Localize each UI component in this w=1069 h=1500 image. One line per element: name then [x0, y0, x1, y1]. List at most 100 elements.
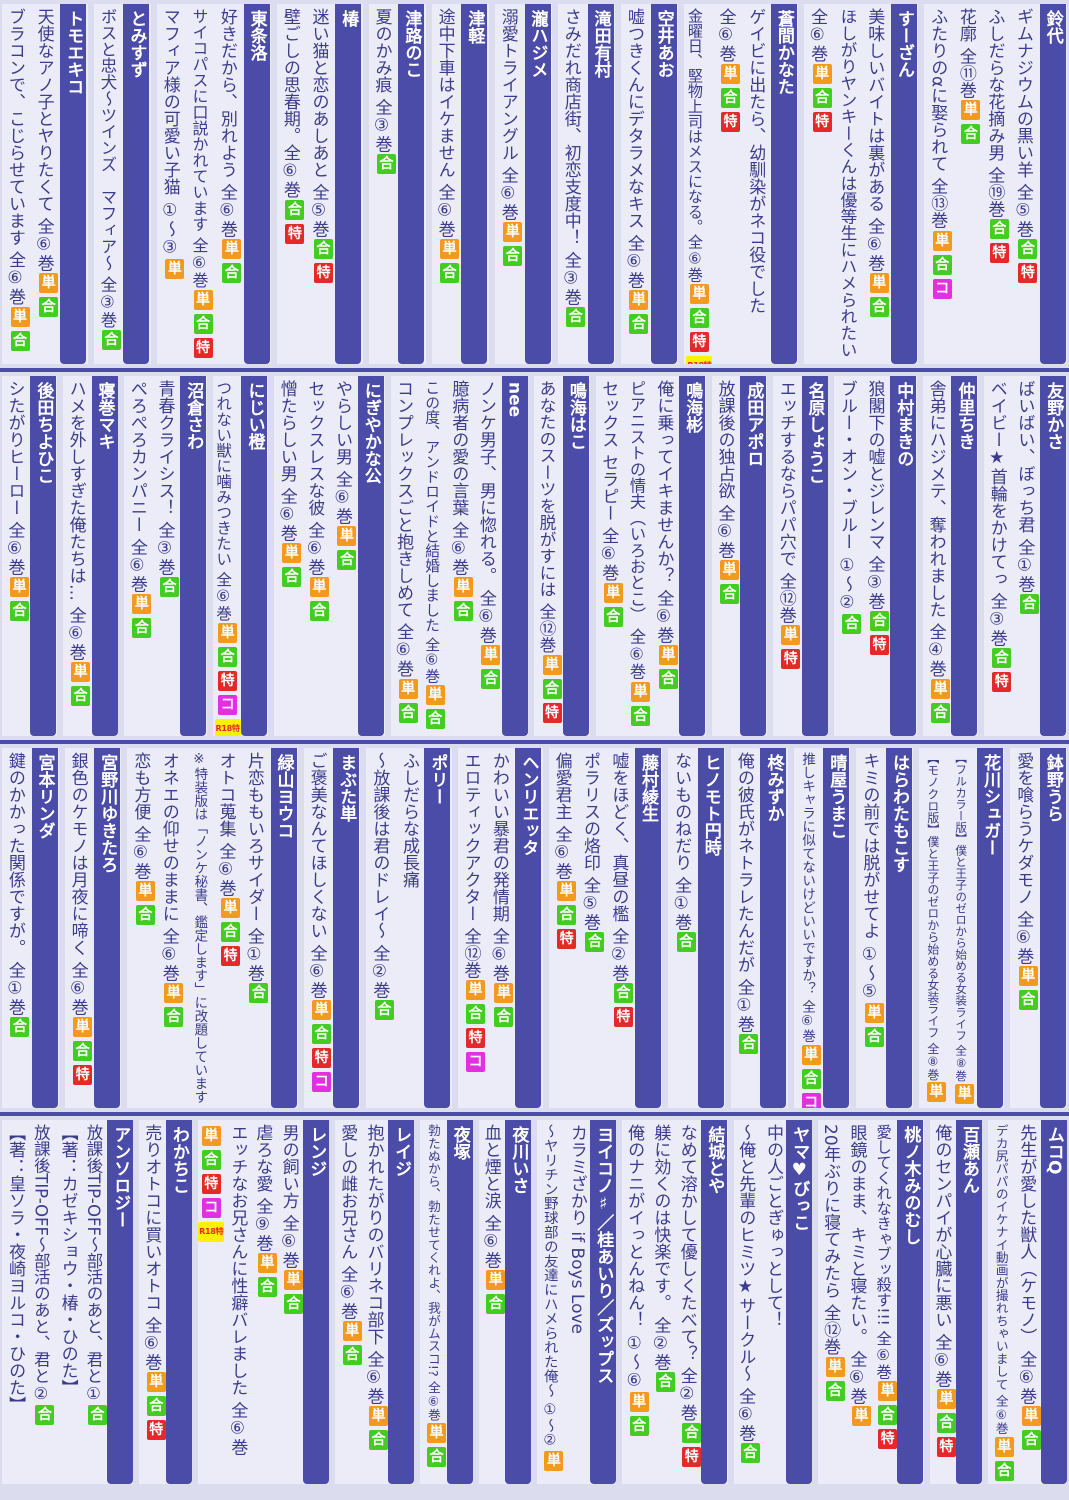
title-entry[interactable]: ご褒美なんてほしくない 全⑥巻単合特コ — [305, 748, 332, 1108]
author-name[interactable]: 夜川いさ — [505, 1120, 532, 1484]
author-name[interactable]: ムコQ — [1040, 1120, 1067, 1484]
title-entry[interactable]: ないものねだり 全①巻合 — [669, 748, 696, 1108]
title-entry[interactable]: ブルー・オン・ブルー ①～②合 — [835, 376, 862, 736]
title-entry[interactable]: エッチなお兄さんに性癖バレました 全⑥巻 — [225, 1120, 249, 1484]
author-name[interactable]: レイジ — [388, 1120, 415, 1484]
title-entry[interactable]: 俺のセンパイが心臓に悪い 全⑥巻単合特 — [930, 1120, 956, 1484]
author-name[interactable]: 津軽 — [461, 4, 488, 364]
title-entry[interactable]: 20年ぶりに寝てみたら 全⑫巻単合 — [818, 1120, 845, 1484]
author-name[interactable]: 結城とや — [701, 1120, 728, 1484]
title-entry[interactable]: ぺろぺろカンパニー 全⑥巻単合 — [125, 376, 152, 736]
author-name[interactable]: 鳴海はこ — [562, 376, 589, 736]
title-entry[interactable]: ふしだらな成長痛 — [397, 748, 421, 1108]
title-entry[interactable]: かわいい暴君の発情期 全⑥巻単合 — [487, 748, 514, 1108]
title-entry[interactable]: 俺のナニがイっとんねん！ ①～⑥単合 — [622, 1120, 649, 1484]
author-name[interactable]: 蒼間かなた — [770, 4, 797, 364]
author-name[interactable]: 友野かさ — [1040, 376, 1067, 736]
author-name[interactable]: nee — [501, 376, 528, 736]
author-name[interactable]: 寝巻マキ — [91, 376, 118, 736]
title-entry[interactable]: ゲイビに出たら、幼馴染がネコ役でした — [743, 4, 767, 364]
author-name[interactable]: ヒノモト円時 — [697, 748, 724, 1108]
title-entry[interactable]: セックス セラピー 全⑥巻単合 — [596, 376, 623, 736]
title-entry[interactable]: 花廓 全⑪巻単合 — [954, 4, 981, 364]
author-name[interactable]: 津路のこ — [398, 4, 425, 364]
author-name[interactable]: 百瀬あん — [955, 1120, 982, 1484]
author-name[interactable]: 椿 — [335, 4, 362, 364]
title-entry[interactable]: ～ヤリチン野球部の友達にハメられた俺～ ①～②単 — [538, 1120, 564, 1484]
author-name[interactable]: わかちこ — [165, 1120, 192, 1484]
title-entry[interactable]: 愛してくれなきゃブッ殺す!!! 全⑥巻単合特 — [871, 1120, 898, 1484]
title-entry[interactable]: オトコ蒐集 全⑥巻単合特 — [214, 748, 240, 1108]
title-entry[interactable]: 壁ごしの思春期。全⑥巻合特 — [278, 4, 305, 364]
title-entry[interactable]: 俺の彼氏がネトラレたんだが 全①巻合 — [732, 748, 759, 1108]
title-entry[interactable]: なめて溶かして優しくたべて？ 全②巻合特 — [675, 1120, 702, 1484]
title-entry[interactable]: 先生が愛した獣人（ケモノ） 全⑥巻単合 — [1014, 1120, 1041, 1484]
title-entry[interactable]: 嘘をほどく、真昼の檻 全②巻合特 — [606, 748, 633, 1108]
author-name[interactable]: すーざん — [891, 4, 917, 364]
title-entry[interactable]: つれない獣に噛みつきたい 全⑥巻単合特コ R18特 — [213, 376, 241, 736]
title-entry[interactable]: エロティックアクター 全⑫巻単合特コ — [458, 748, 485, 1108]
title-entry[interactable]: 【著：カゼキショウ・椿・ひのた】 — [56, 1120, 80, 1484]
title-entry[interactable]: あなたのスーツを脱がすには 全⑫巻単合特 — [535, 376, 562, 736]
title-entry[interactable]: ギムナジウムの黒い羊 全⑤巻合特 — [1011, 4, 1038, 364]
title-entry[interactable]: 片恋ももいろサイダー 全①巻合 — [242, 748, 269, 1108]
title-entry[interactable]: 全⑥巻単合特 — [713, 4, 740, 364]
author-name[interactable]: トモエキコ — [60, 4, 87, 364]
author-name[interactable]: にぎやかな公 — [357, 376, 384, 736]
title-entry[interactable]: 美味しいバイトは裏がある 全⑥巻単合 — [862, 4, 889, 364]
title-entry[interactable]: ～俺と先輩のヒミツ★サークル～ 全⑥巻合 — [734, 1120, 760, 1484]
title-entry[interactable]: 恋も方便 全⑥巻単合 — [128, 748, 155, 1108]
title-entry[interactable]: 抱かれたがりのバリネコ部下 全⑥巻単合 — [362, 1120, 389, 1484]
author-name[interactable]: ヘンリエッタ — [515, 748, 542, 1108]
author-name[interactable]: 柊みずか — [760, 748, 787, 1108]
title-entry[interactable]: 憎たらしい男 全⑥巻単合 — [275, 376, 302, 736]
title-entry[interactable]: コンプレックスごと抱きしめて 全⑥巻単合 — [391, 376, 418, 736]
title-entry[interactable]: オネエの仰せのままに 全⑥巻単合 — [157, 748, 184, 1108]
title-entry[interactable]: 血と煙と涙 全⑥巻単合 — [479, 1120, 506, 1484]
title-entry[interactable]: 勃たぬから、勃たせてくれよ、我がムスコ!? 全⑥巻単合 — [421, 1120, 446, 1484]
title-entry[interactable]: セックスレスな彼 全⑥巻単合 — [302, 376, 329, 736]
title-entry[interactable]: この度、アンドロイドと結婚しました 全⑥巻単合 — [419, 376, 445, 736]
author-name[interactable]: 名原しょうこ — [801, 376, 828, 736]
title-entry[interactable]: カラミざかり if Boys Love — [565, 1120, 589, 1484]
author-name[interactable]: レンジ — [303, 1120, 330, 1484]
title-entry[interactable]: ピアニストの情夫（いろおとこ） 全⑥巻単合 — [624, 376, 651, 736]
author-name[interactable]: アンソロジー — [107, 1120, 134, 1484]
author-name[interactable]: 空井あお — [650, 4, 677, 364]
title-entry[interactable]: 躾に効くのは快楽です。 全②巻合 — [649, 1120, 675, 1484]
title-entry[interactable]: デカ尻パパのイケナイ動画が撮れちゃいまして 全⑥巻単合 — [989, 1120, 1014, 1484]
title-entry[interactable]: ブラコンで、こじらせています 全⑥巻単合 — [3, 4, 30, 364]
author-name[interactable]: 宮野川ゆきたろ — [94, 748, 121, 1108]
author-name[interactable]: はらわたもこす — [885, 748, 912, 1108]
author-name[interactable]: とみすず — [123, 4, 150, 364]
title-entry[interactable]: シたがりヒーロー 全⑥巻単合 — [3, 376, 29, 736]
title-entry[interactable]: 放課後の独占欲 全⑥巻単合 — [713, 376, 740, 736]
title-entry[interactable]: 【著：皇ソラ・夜崎ヨルコ・ひのた】 — [3, 1120, 27, 1484]
title-entry[interactable]: ※特装版は「ノンケ秘書、鑑定します」に改題しています — [186, 748, 210, 1108]
author-name[interactable]: 瀧ハジメ — [524, 4, 551, 364]
author-name[interactable]: 晴屋うまこ — [823, 748, 850, 1108]
author-name[interactable]: 滝田有村 — [587, 4, 614, 364]
title-entry[interactable]: ふしだらな花摘み男 全⑲巻合特 — [982, 4, 1009, 364]
title-entry[interactable]: 途中下車はイケません 全⑥巻単合 — [433, 4, 460, 364]
title-entry[interactable]: 臆病者の愛の言葉 全⑥巻単合 — [446, 376, 473, 736]
title-entry[interactable]: 売りオトコに買いオトコ 全⑥巻単合特 — [139, 1120, 166, 1484]
author-name[interactable]: 桃ノ木みのむし — [897, 1120, 924, 1484]
title-entry[interactable]: ほしがりヤンキーくんは優等生にハメられたい — [835, 4, 859, 364]
title-entry[interactable]: やらしい男 全⑥巻単合 — [330, 376, 357, 736]
title-entry[interactable]: ばいばい、ぼっち君 全①巻合 — [1012, 376, 1039, 736]
author-name[interactable]: 夜塚 — [446, 1120, 473, 1484]
author-name[interactable]: 後田ちよひこ — [30, 376, 57, 736]
author-name[interactable]: まぶた単 — [333, 748, 360, 1108]
title-entry[interactable]: 全⑥巻単合特 — [805, 4, 832, 364]
title-entry[interactable]: 愛しの雌お兄さん 全⑥巻単合 — [335, 1120, 362, 1484]
author-name[interactable]: ヨイコノ♯／桂あいり／ズップス — [590, 1120, 617, 1484]
title-entry[interactable]: 男の飼い方 全⑥巻単合 — [277, 1120, 304, 1484]
title-entry[interactable]: 推しキャラに似てないけどいいですか？ 全⑥巻単合コ — [795, 748, 821, 1108]
title-entry[interactable]: 中の人ごとぎゅっとして！ — [761, 1120, 785, 1484]
author-name[interactable]: にじい橙 — [241, 376, 268, 736]
title-entry[interactable]: 愛を喰らうケダモノ 全⑥巻単合 — [1011, 748, 1038, 1108]
title-entry[interactable]: 溺愛トライアングル 全⑥巻単合 — [496, 4, 523, 364]
title-entry[interactable]: 舎弟にハジメテ、奪われました 全④巻単合 — [924, 376, 951, 736]
title-entry[interactable]: 金曜日、堅物上司はメスになる。全⑥巻単合特 R18特 — [684, 4, 713, 364]
